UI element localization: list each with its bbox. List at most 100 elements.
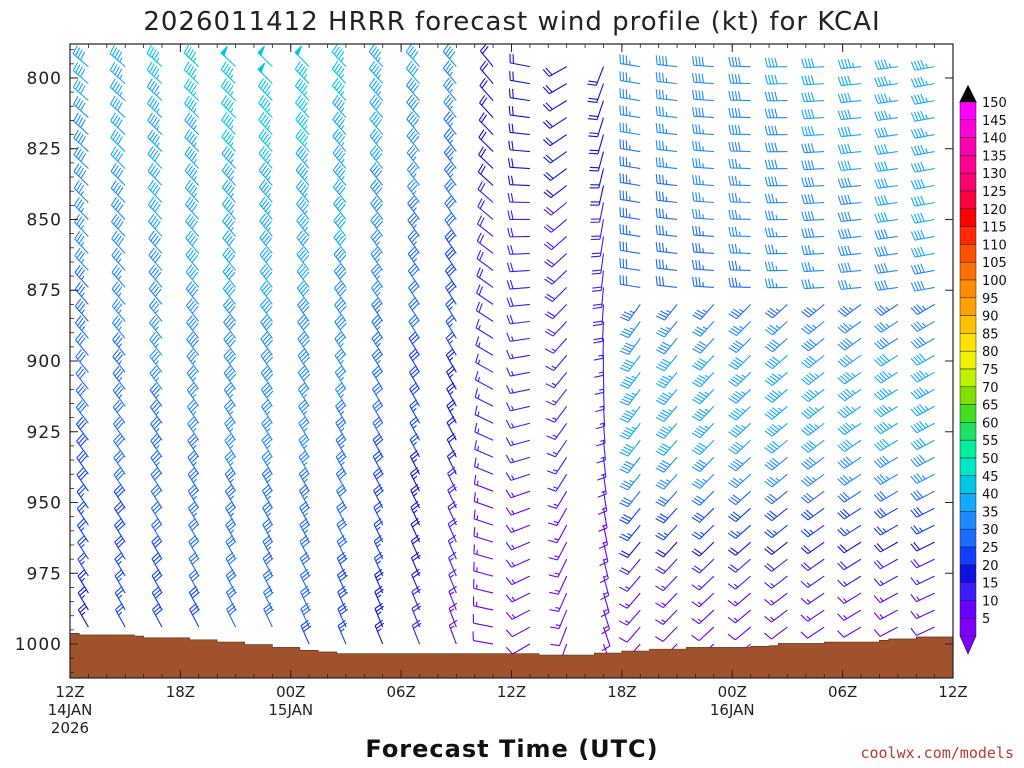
colorbar-swatch: [959, 528, 977, 548]
barb-full-feather: [113, 501, 122, 509]
barb-staff: [628, 338, 641, 355]
colorbar-swatch: [959, 582, 977, 601]
barb-full-feather: [619, 333, 629, 339]
wind-barb: [543, 151, 568, 164]
barb-full-feather: [227, 571, 236, 579]
barb-staff: [77, 541, 89, 560]
barb-full-feather: [115, 487, 123, 495]
barb-half-feather: [155, 326, 159, 331]
wind-barb: [545, 354, 568, 372]
barb-full-feather: [374, 568, 383, 576]
barb-full-feather: [588, 152, 598, 155]
barb-full-feather: [375, 438, 384, 446]
barb-staff: [693, 98, 714, 102]
barb-full-feather: [150, 233, 157, 242]
barb-full-feather: [840, 195, 845, 205]
wind-barb: [801, 337, 825, 352]
barb-half-feather: [916, 596, 920, 601]
barb-full-feather: [544, 330, 554, 337]
barb-half-feather: [603, 591, 609, 595]
barb-full-feather: [847, 126, 852, 136]
wind-barb: [185, 230, 200, 254]
barb-staff: [808, 405, 825, 419]
barb-full-feather: [224, 484, 233, 492]
barb-staff: [772, 303, 788, 319]
wind-barb: [148, 298, 163, 322]
barb-full-feather: [148, 230, 155, 239]
barb-full-feather: [691, 191, 695, 202]
barb-staff: [73, 204, 89, 220]
wind-barb: [801, 109, 825, 120]
wind-barb: [149, 349, 163, 373]
barb-staff: [553, 371, 568, 389]
barb-full-feather: [839, 510, 848, 518]
barb-full-feather: [225, 334, 233, 343]
barb-full-feather: [334, 348, 342, 356]
barb-half-feather: [303, 74, 308, 79]
barb-full-feather: [767, 193, 772, 203]
barb-full-feather: [808, 389, 817, 397]
barb-full-feather: [79, 303, 86, 312]
barb-full-feather: [191, 254, 199, 263]
barb-staff: [880, 456, 899, 468]
barb-half-feather: [738, 197, 741, 203]
barb-full-feather: [111, 230, 118, 240]
barb-staff: [620, 249, 641, 254]
colorbar-swatch: [959, 368, 977, 388]
wind-barb: [444, 195, 457, 220]
barb-staff: [146, 52, 163, 68]
barb-full-feather: [917, 128, 922, 138]
wind-barb: [874, 161, 898, 172]
wind-barb: [910, 280, 935, 292]
barb-full-feather: [225, 116, 232, 126]
wind-barb: [764, 57, 788, 68]
wind-barb: [473, 544, 494, 560]
barb-staff: [75, 423, 89, 441]
barb-full-feather: [842, 458, 851, 466]
barb-staff: [552, 287, 568, 302]
barb-full-feather: [917, 213, 922, 223]
barb-staff: [730, 218, 751, 221]
barb-full-feather: [507, 227, 511, 238]
barb-full-feather: [847, 245, 852, 255]
barb-full-feather: [655, 241, 658, 252]
wind-barb: [260, 365, 274, 390]
barb-full-feather: [296, 213, 303, 222]
barb-staff: [110, 187, 126, 203]
barb-full-feather: [258, 128, 265, 138]
barb-staff: [555, 456, 568, 475]
wind-barb: [837, 320, 862, 334]
barb-full-feather: [727, 566, 736, 573]
barb-half-feather: [704, 425, 710, 429]
barb-full-feather: [148, 298, 156, 307]
colorbar-swatch: [959, 101, 977, 121]
wind-barb: [655, 241, 678, 254]
barb-half-feather: [888, 406, 893, 411]
barb-full-feather: [77, 518, 85, 526]
barb-full-feather: [188, 419, 197, 427]
barb-full-feather: [764, 74, 768, 85]
barb-staff: [110, 137, 126, 152]
barb-full-feather: [883, 93, 889, 103]
barb-full-feather: [411, 235, 419, 243]
wind-barb: [406, 162, 420, 186]
barb-full-feather: [508, 140, 511, 150]
barb-full-feather: [692, 348, 701, 354]
barb-full-feather: [764, 598, 772, 606]
barb-full-feather: [593, 320, 603, 324]
barb-full-feather: [117, 170, 124, 179]
barb-full-feather: [300, 419, 308, 427]
barb-full-feather: [338, 353, 346, 362]
barb-full-feather: [657, 566, 666, 572]
wind-barb: [619, 275, 641, 288]
barb-full-feather: [625, 123, 628, 133]
barb-full-feather: [767, 176, 772, 186]
barb-full-feather: [410, 534, 419, 542]
wind-barb: [472, 613, 494, 628]
barb-staff: [297, 321, 310, 339]
barb-staff: [511, 609, 531, 620]
wind-barb: [764, 558, 788, 572]
barb-full-feather: [808, 457, 817, 464]
wind-barb: [910, 454, 935, 468]
barb-full-feather: [409, 249, 417, 257]
